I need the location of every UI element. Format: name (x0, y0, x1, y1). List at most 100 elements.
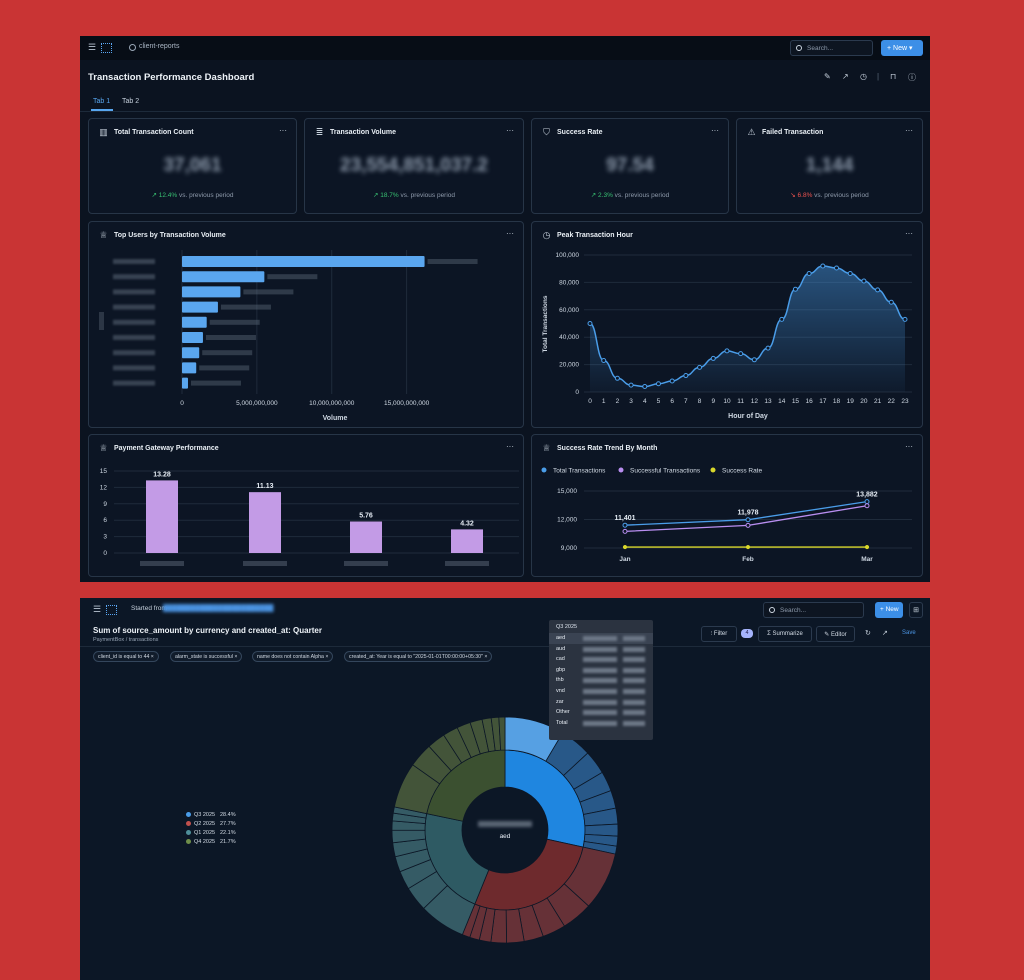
legend-pct: 21.7% (220, 839, 236, 845)
more-options-icon[interactable]: ··· (905, 229, 913, 238)
search-icon (796, 45, 802, 51)
data-point (864, 503, 870, 509)
tooltip-row-label: aud (556, 645, 566, 652)
editor-label: Editor (831, 632, 847, 638)
filter-chip[interactable]: created_at: Year is equal to "2025-01-01… (344, 651, 493, 662)
filter-chip-label: created_at: Year is equal to "2025-01-01… (349, 654, 483, 660)
x-tick-label: 23 (901, 398, 909, 405)
trophy-icon: ♕ (99, 230, 108, 240)
x-tick-label: 21 (874, 398, 882, 405)
kpi-delta: ↗ 2.3% vs. previous period (532, 191, 728, 199)
more-options-icon[interactable]: ··· (506, 126, 514, 135)
x-tick-label: 15,000,000,000 (384, 400, 430, 407)
tab-2[interactable]: Tab 2 (122, 98, 140, 105)
tooltip-row-value (583, 657, 617, 663)
editor-button[interactable]: ✎ Editor (816, 626, 855, 642)
x-tick-label: 17 (819, 398, 827, 405)
share-icon[interactable]: ↗ (842, 72, 849, 81)
filter-chip[interactable]: client_id is equal to 44 × (93, 651, 159, 662)
data-point (724, 348, 730, 354)
bar (182, 362, 197, 374)
edit-icon[interactable]: ✎ (824, 72, 831, 81)
x-tick-label: 0 (588, 398, 592, 405)
legend-item[interactable]: Q4 2025 21.7% (186, 839, 236, 845)
menu-icon[interactable]: ☰ (88, 42, 97, 52)
data-point (861, 278, 867, 284)
breadcrumb[interactable]: client-reports (139, 43, 180, 50)
logo-icon[interactable] (101, 43, 112, 53)
refresh-icon[interactable]: ↻ (865, 630, 871, 637)
clock-icon[interactable]: ◷ (860, 72, 867, 81)
tooltip-row-percent (623, 657, 645, 663)
filter-chip[interactable]: alarm_state is successful × (170, 651, 243, 662)
new-button[interactable]: + New (875, 602, 903, 618)
x-tick-label: Mar (861, 556, 873, 563)
bar-value-label (427, 259, 478, 264)
data-point (614, 375, 620, 381)
trend-up-icon: ↗ (372, 192, 379, 199)
tab-1[interactable]: Tab 1 (93, 98, 111, 105)
more-options-icon[interactable]: ··· (279, 126, 287, 135)
active-tab-indicator (91, 109, 113, 111)
x-tick-label: 16 (806, 398, 814, 405)
bar-category-label (113, 274, 155, 280)
legend-item[interactable]: Q2 2025 27.7% (186, 821, 236, 827)
save-button[interactable]: Save (902, 630, 916, 636)
x-tick-label: 4 (643, 398, 647, 405)
data-point (601, 357, 607, 363)
info-icon[interactable]: ⓘ (908, 73, 916, 82)
trophy-icon: ♕ (99, 443, 108, 453)
bar-value-label (199, 365, 250, 371)
more-options-icon[interactable]: ··· (905, 126, 913, 135)
y-tick-label: 40,000 (559, 334, 579, 341)
tooltip-row: gbp (549, 665, 653, 676)
question-source[interactable]: PaymentBox / transactions (93, 637, 159, 643)
filter-chip-label: alarm_state is successful (175, 654, 233, 660)
data-point (669, 378, 675, 384)
share-icon[interactable]: ↗ (882, 630, 888, 637)
tooltip-row-label: zar (556, 698, 564, 705)
y-tick-label: 6 (103, 517, 107, 524)
y-tick-label: 12 (100, 484, 108, 491)
bar (182, 316, 207, 328)
more-options-icon[interactable]: ··· (506, 442, 514, 451)
legend-label: Total Transactions (553, 468, 606, 475)
menu-icon[interactable]: ☰ (93, 604, 102, 614)
legend-item[interactable]: Q1 2025 22.1% (186, 830, 236, 836)
kpi-delta-value: 6.8% (797, 192, 813, 199)
more-options-icon[interactable]: ··· (905, 442, 913, 451)
legend-swatch (618, 467, 624, 473)
more-options-icon[interactable]: ··· (711, 126, 719, 135)
filter-chip[interactable]: name does not contain Alpha × (252, 651, 334, 662)
legend-pct: 27.7% (220, 821, 236, 827)
card-title: Payment Gateway Performance (114, 445, 219, 452)
data-point (792, 286, 798, 292)
source-question-link[interactable]: ████████████████████████ (163, 605, 274, 612)
bookmark-icon[interactable]: ⊓ (890, 72, 897, 81)
apps-grid-icon[interactable]: ⊞ (909, 602, 923, 618)
new-button[interactable]: + New ▾ (881, 40, 923, 56)
kpi-card-total-count: ▥ Total Transaction Count ··· 37,061 ↗ 1… (88, 118, 297, 214)
bar-value-label (190, 380, 241, 386)
x-tick-label: 13 (764, 398, 772, 405)
more-options-icon[interactable]: ··· (506, 229, 514, 238)
bar (182, 301, 218, 313)
x-tick-label: 22 (888, 398, 896, 405)
filter-button[interactable]: ⫶ Filter (701, 626, 737, 642)
bar-category-label (344, 561, 388, 566)
y-tick-label: 100,000 (556, 252, 580, 259)
tooltip-row-percent (623, 678, 645, 684)
bar-value-label: 4.32 (460, 520, 474, 527)
legend-swatch (186, 812, 191, 818)
data-point (655, 381, 661, 387)
tooltip-row: thb (549, 675, 653, 686)
sunburst-chart[interactable]: aed (80, 598, 930, 980)
bar-value-label: 13.28 (153, 471, 171, 478)
filter-count-badge[interactable]: 4 (741, 629, 753, 638)
logo-icon[interactable] (106, 605, 117, 615)
search-input[interactable]: Search... (763, 602, 864, 618)
legend-item[interactable]: Q3 2025 28.4% (186, 812, 236, 818)
summarize-button[interactable]: Σ Summarize (758, 626, 812, 642)
bar-category-label (113, 380, 155, 386)
search-input[interactable]: Search... (790, 40, 873, 56)
